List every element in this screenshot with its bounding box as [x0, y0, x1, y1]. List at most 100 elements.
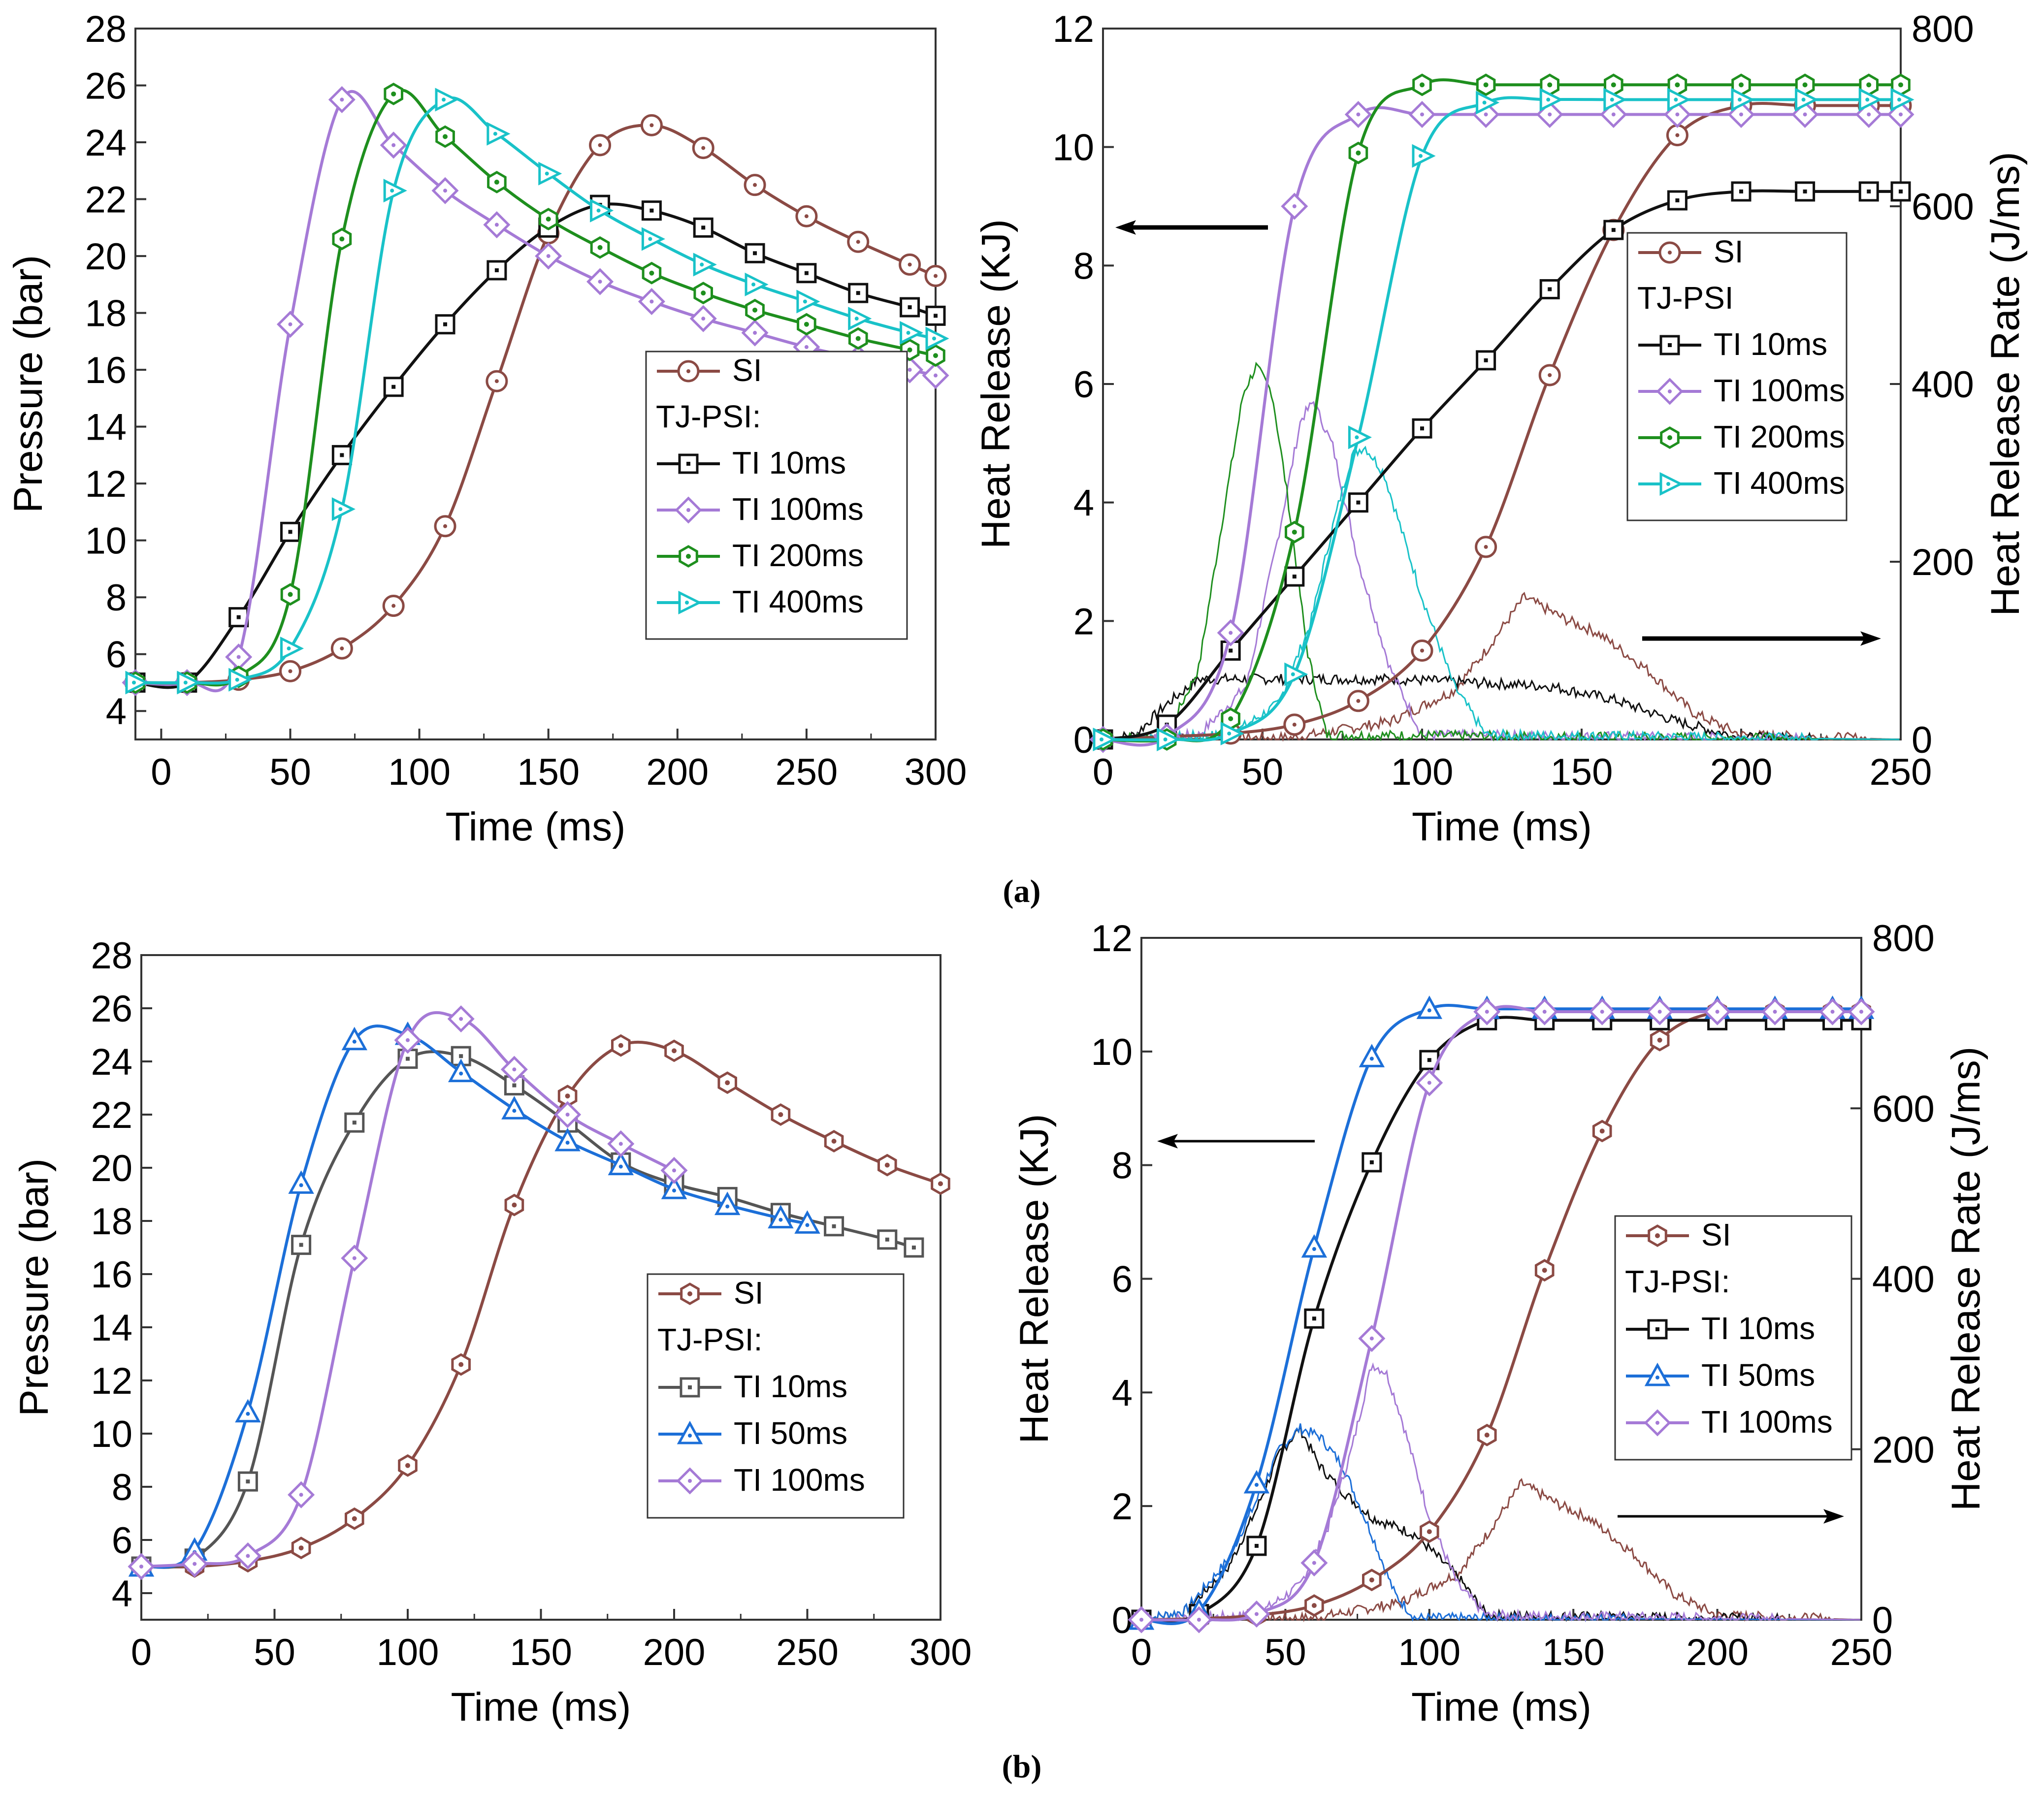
- x-tick-label: 50: [254, 1632, 295, 1673]
- data-point: [589, 134, 612, 157]
- data-point: [1589, 998, 1616, 1025]
- y-tick-label: 18: [91, 1201, 132, 1243]
- y2-tick-label: 200: [1872, 1429, 1935, 1471]
- legend-box: [1626, 232, 1848, 521]
- data-point: [664, 1039, 684, 1062]
- data-point: [1220, 721, 1244, 746]
- data-point: [280, 583, 300, 606]
- data-point: [1411, 640, 1433, 662]
- data-point: [1246, 1536, 1267, 1556]
- data-point: [1362, 1152, 1382, 1173]
- x-tick-label: 50: [269, 751, 311, 793]
- data-point: [641, 227, 665, 251]
- data-point: [1412, 144, 1436, 168]
- data-point: [234, 1542, 261, 1570]
- data-point: [1128, 1606, 1155, 1634]
- data-point: [538, 208, 558, 230]
- data-point: [689, 305, 717, 332]
- series-line-si: [1103, 101, 1901, 741]
- data-point: [693, 217, 714, 238]
- x-tick-label: 200: [1710, 751, 1773, 793]
- data-point: [181, 1550, 208, 1578]
- data-point: [586, 268, 614, 295]
- data-point: [1704, 998, 1731, 1025]
- data-point: [1890, 181, 1911, 202]
- data-point: [641, 200, 662, 221]
- data-point: [434, 515, 456, 538]
- data-point: [693, 253, 717, 277]
- data-point: [447, 1005, 475, 1033]
- data-point: [904, 1237, 924, 1258]
- data-point: [383, 179, 407, 203]
- data-point: [1243, 1600, 1270, 1628]
- x-tick-label: 150: [1551, 751, 1613, 793]
- series-line-ti-400ms: [1103, 96, 1901, 742]
- y-tick-label: 10: [85, 520, 127, 562]
- data-point: [328, 86, 356, 113]
- data-point: [1283, 713, 1306, 736]
- data-point: [1667, 88, 1691, 112]
- legend-marker: [676, 1467, 704, 1495]
- legend-group-title: TJ-PSI: [1637, 280, 1734, 316]
- x-tick-label: 200: [646, 751, 709, 793]
- data-point: [228, 668, 253, 692]
- data-point: [848, 327, 868, 350]
- y-tick-label: 4: [1112, 1372, 1133, 1414]
- legend-box: [645, 351, 908, 640]
- y-tick-label: 4: [112, 1573, 132, 1615]
- legend-marker: [677, 360, 700, 383]
- legend-label: TI 100ms: [1714, 373, 1845, 408]
- x-tick-label: 250: [1870, 751, 1932, 793]
- y-tick-label: 6: [1112, 1259, 1133, 1301]
- legend-label: TI 400ms: [1714, 465, 1845, 501]
- data-point: [341, 1245, 368, 1272]
- data-point: [1362, 1569, 1382, 1592]
- caption-a: (a): [1003, 873, 1041, 909]
- y-tick-label: 22: [85, 179, 127, 221]
- data-point: [1858, 88, 1882, 112]
- x-tick-label: 100: [1398, 1632, 1460, 1673]
- legend-marker: [680, 1282, 700, 1305]
- data-point: [1157, 727, 1181, 752]
- data-point: [714, 1191, 741, 1216]
- y-tick-label: 14: [91, 1307, 132, 1349]
- data-point: [380, 131, 407, 159]
- data-point: [1646, 998, 1674, 1025]
- data-point: [692, 137, 714, 160]
- y-tick-label: 24: [91, 1041, 132, 1083]
- legend-marker: [1648, 1224, 1667, 1247]
- data-point: [487, 260, 507, 281]
- y2-tick-label: 400: [1912, 364, 1974, 406]
- x-tick-label: 250: [1830, 1632, 1893, 1673]
- data-point: [1093, 727, 1117, 752]
- x-axis-label: Time (ms): [446, 804, 626, 849]
- data-point: [344, 1112, 365, 1133]
- data-point: [1217, 619, 1244, 646]
- data-point: [330, 637, 353, 660]
- y-axis-label: Heat Release (KJ): [1012, 1114, 1057, 1444]
- y-tick-label: 10: [91, 1413, 132, 1455]
- y-tick-label: 2: [1112, 1486, 1133, 1528]
- data-point: [486, 370, 508, 392]
- data-point: [288, 1481, 315, 1508]
- y-tick-label: 20: [91, 1148, 132, 1189]
- data-point: [554, 1101, 582, 1128]
- legend-label: SI: [1701, 1217, 1731, 1252]
- x-tick-label: 300: [905, 751, 967, 793]
- data-point: [504, 1193, 524, 1217]
- data-point: [280, 637, 304, 661]
- data-point: [1476, 73, 1496, 96]
- y-tick-label: 14: [85, 407, 127, 448]
- y-tick-label: 6: [1073, 364, 1094, 406]
- y-tick-label: 10: [1091, 1031, 1133, 1073]
- x-tick-label: 250: [776, 1632, 839, 1673]
- data-point: [1348, 425, 1372, 449]
- data-point: [128, 1553, 155, 1580]
- y2-tick-label: 600: [1872, 1088, 1935, 1130]
- data-point: [500, 1056, 528, 1083]
- data-point: [435, 314, 455, 335]
- y-axis-label: Heat Release (KJ): [973, 219, 1018, 549]
- y-tick-label: 12: [1091, 918, 1133, 960]
- data-point: [1538, 364, 1561, 386]
